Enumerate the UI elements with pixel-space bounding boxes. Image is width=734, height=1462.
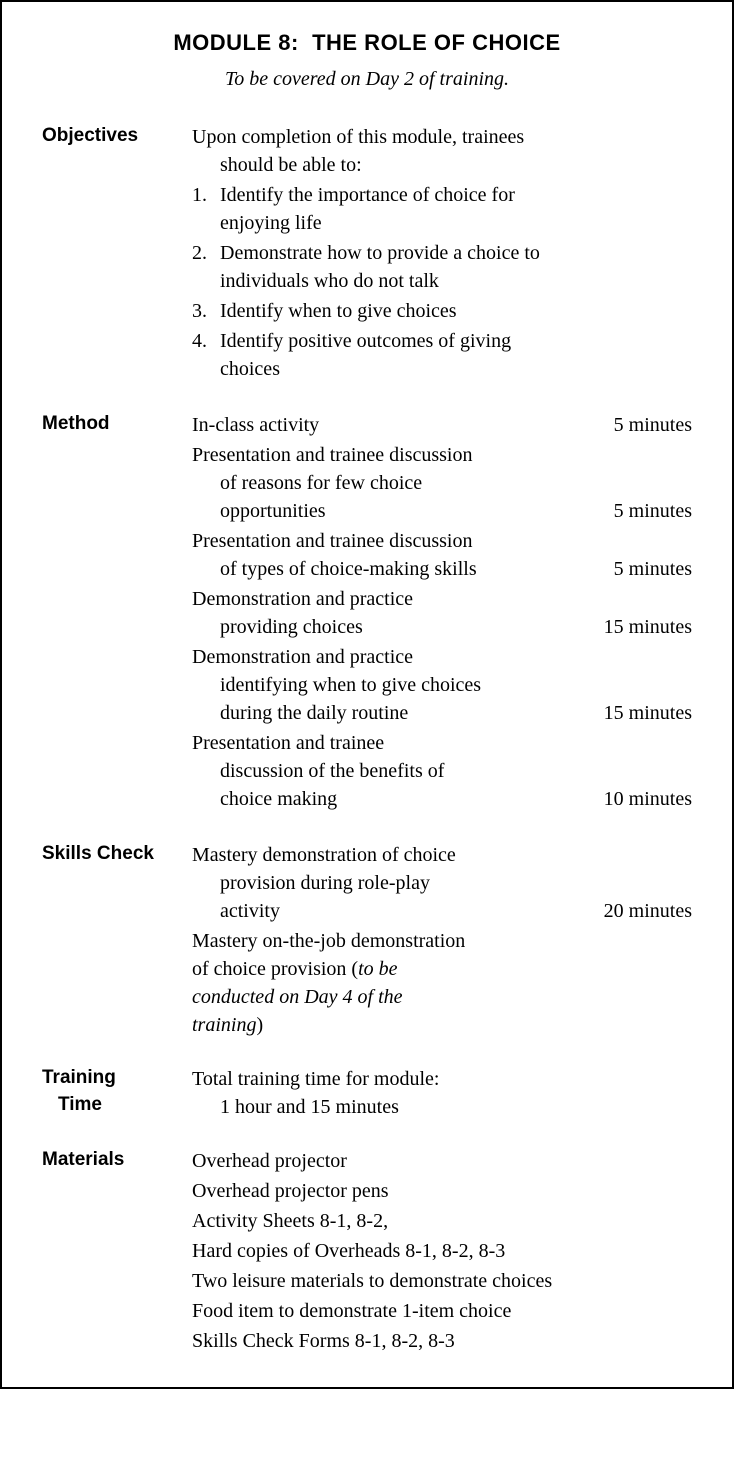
method-row: In-class activity 5 minutes [192,411,692,439]
objective-num: 3. [192,297,220,325]
materials-section: Materials Overhead projector Overhead pr… [42,1147,692,1357]
module-page: MODULE 8: THE ROLE OF CHOICE To be cover… [0,0,734,1389]
objective-text: Identify positive outcomes of giving cho… [220,327,692,383]
skills-extra: Mastery on-the-job demonstration of choi… [192,927,692,1039]
materials-item: Food item to demonstrate 1-item choice [192,1297,692,1325]
objectives-section: Objectives Upon completion of this modul… [42,123,692,385]
objectives-content: Upon completion of this module, trainees… [192,123,692,385]
method-desc: Presentation and trainee discussion of t… [192,527,582,583]
module-title: MODULE 8: THE ROLE OF CHOICE [42,30,692,56]
method-row: Presentation and trainee discussion of t… [192,729,692,813]
objective-text: Demonstrate how to provide a choice to i… [220,239,692,295]
method-time: 10 minutes [582,785,692,813]
skills-extra-line: conducted on Day 4 of the [192,983,692,1011]
skills-check-content: Mastery demonstration of choice provisio… [192,841,692,1039]
objective-item: 4. Identify positive outcomes of giving … [192,327,692,383]
method-desc: Presentation and trainee discussion of r… [192,441,582,525]
skills-row: Mastery demonstration of choice provisio… [192,841,692,925]
materials-item: Hard copies of Overheads 8-1, 8-2, 8-3 [192,1237,692,1265]
training-time-content: Total training time for module: 1 hour a… [192,1065,692,1121]
method-desc: In-class activity [192,411,582,439]
method-label: Method [42,411,192,815]
method-desc: Demonstration and practice identifying w… [192,643,582,727]
method-row: Presentation and trainee discussion of t… [192,527,692,583]
method-desc: Demonstration and practice providing cho… [192,585,582,641]
method-row: Demonstration and practice providing cho… [192,585,692,641]
objectives-intro: Upon completion of this module, trainees… [192,123,692,179]
skills-extra-line: of choice provision (to be [192,955,692,983]
objective-text: Identify when to give choices [220,297,692,325]
method-row: Presentation and trainee discussion of r… [192,441,692,525]
objective-item: 2. Demonstrate how to provide a choice t… [192,239,692,295]
objectives-label: Objectives [42,123,192,385]
method-row: Demonstration and practice identifying w… [192,643,692,727]
method-time: 5 minutes [582,555,692,583]
materials-item: Overhead projector pens [192,1177,692,1205]
skills-desc: Mastery demonstration of choice provisio… [192,841,582,925]
materials-label: Materials [42,1147,192,1357]
training-time-line: 1 hour and 15 minutes [192,1093,692,1121]
method-section: Method In-class activity 5 minutes Prese… [42,411,692,815]
materials-item: Activity Sheets 8-1, 8-2, [192,1207,692,1235]
method-time: 15 minutes [582,699,692,727]
objectives-intro-line1: Upon completion of this module, trainees [192,123,692,151]
skills-extra-line: training) [192,1011,692,1039]
method-desc: Presentation and trainee discussion of t… [192,729,582,813]
training-time-section: Training Time Total training time for mo… [42,1065,692,1121]
materials-item: Two leisure materials to demonstrate cho… [192,1267,692,1295]
method-content: In-class activity 5 minutes Presentation… [192,411,692,815]
module-subtitle: To be covered on Day 2 of training. [42,68,692,91]
method-time: 15 minutes [582,613,692,641]
objectives-intro-line2: should be able to: [192,151,692,179]
objective-num: 4. [192,327,220,383]
skills-extra-line: Mastery on-the-job demonstration [192,927,692,955]
objective-item: 1. Identify the importance of choice for… [192,181,692,237]
training-time-label: Training Time [42,1065,192,1121]
skills-check-label: Skills Check [42,841,192,1039]
objective-num: 1. [192,181,220,237]
materials-item: Skills Check Forms 8-1, 8-2, 8-3 [192,1327,692,1355]
skills-time: 20 minutes [582,897,692,925]
objective-num: 2. [192,239,220,295]
materials-content: Overhead projector Overhead projector pe… [192,1147,692,1357]
method-time: 5 minutes [582,411,692,439]
skills-check-section: Skills Check Mastery demonstration of ch… [42,841,692,1039]
objective-text: Identify the importance of choice for en… [220,181,692,237]
objective-item: 3. Identify when to give choices [192,297,692,325]
method-time: 5 minutes [582,497,692,525]
materials-item: Overhead projector [192,1147,692,1175]
training-time-line: Total training time for module: [192,1065,692,1093]
